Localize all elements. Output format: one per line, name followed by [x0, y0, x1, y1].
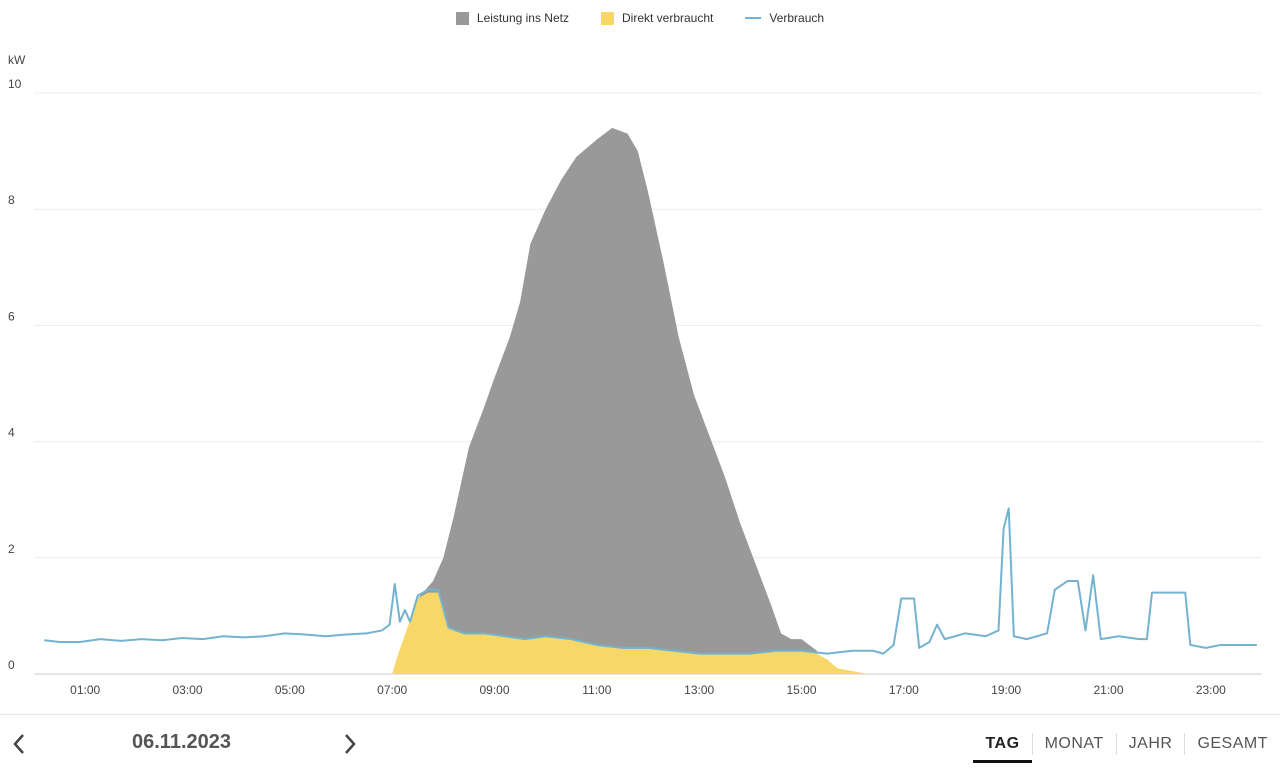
- legend-label: Direkt verbraucht: [621, 11, 714, 25]
- tab-month[interactable]: MONAT: [1044, 735, 1104, 752]
- x-tick-label: 23:00: [1196, 683, 1226, 697]
- legend-item-consumption[interactable]: Verbrauch: [745, 11, 824, 25]
- x-tick-label: 01:00: [70, 683, 100, 697]
- y-tick-label: 4: [8, 426, 15, 440]
- tab-year[interactable]: JAHR: [1128, 735, 1173, 752]
- period-tabs: TAG MONAT JAHR GESAMT: [973, 729, 1280, 769]
- legend-swatch: [600, 11, 614, 25]
- chart-areas: [392, 127, 869, 675]
- tab-divider: [1115, 733, 1117, 755]
- y-tick-label: 8: [8, 193, 15, 207]
- series-line-verbrauch: [44, 507, 1257, 655]
- x-tick-label: 11:00: [582, 683, 611, 697]
- tab-divider: [1184, 733, 1186, 755]
- x-tick-label: 17:00: [889, 683, 919, 697]
- x-tick-label: 19:00: [991, 683, 1021, 697]
- previous-day-button[interactable]: [5, 729, 33, 759]
- x-tick-label: 07:00: [377, 683, 407, 697]
- next-day-button[interactable]: [336, 729, 364, 759]
- legend-item-direct-use[interactable]: Direkt verbraucht: [600, 11, 714, 25]
- legend-label: Verbrauch: [769, 11, 825, 25]
- tab-divider: [1031, 733, 1033, 755]
- energy-chart: 0 2 4 6 8 10 01:00 03:00 05:00 07:00 09:00 11:00 13…: [8, 53, 1262, 697]
- y-axis-ticks: 0 2 4 6 8 10: [8, 77, 22, 672]
- legend-item-grid-feed[interactable]: Leistung ins Netz: [455, 11, 569, 25]
- x-tick-label: 09:00: [479, 683, 509, 697]
- chart-legend: Leistung ins Netz Direkt verbraucht Verb…: [0, 11, 1280, 25]
- x-tick-label: 05:00: [275, 683, 305, 697]
- chevron-right-icon: [345, 734, 356, 754]
- series-area-leistung-ins-netz: [417, 127, 817, 675]
- x-tick-label: 03:00: [172, 683, 202, 697]
- y-tick-label: 2: [8, 542, 15, 556]
- footer-divider: [0, 714, 1280, 715]
- legend-swatch: [745, 17, 762, 19]
- x-tick-label: 13:00: [684, 683, 714, 697]
- tab-total[interactable]: GESAMT: [1197, 735, 1268, 752]
- chevron-left-icon: [13, 734, 24, 754]
- legend-swatch: [455, 11, 469, 25]
- x-tick-label: 21:00: [1093, 683, 1123, 697]
- y-tick-label: 6: [8, 309, 15, 323]
- current-date[interactable]: 06.11.2023: [132, 731, 231, 753]
- legend-label: Leistung ins Netz: [476, 11, 569, 25]
- x-axis-ticks: 01:00 03:00 05:00 07:00 09:00 11:00 13:00 15:00…: [70, 683, 1226, 697]
- tab-day[interactable]: TAG: [973, 729, 1032, 763]
- x-tick-label: 15:00: [786, 683, 816, 697]
- chart-lines: [44, 507, 1257, 655]
- y-axis-label: kW: [8, 53, 26, 67]
- y-tick-label: 10: [8, 77, 22, 91]
- y-tick-label: 0: [8, 658, 15, 672]
